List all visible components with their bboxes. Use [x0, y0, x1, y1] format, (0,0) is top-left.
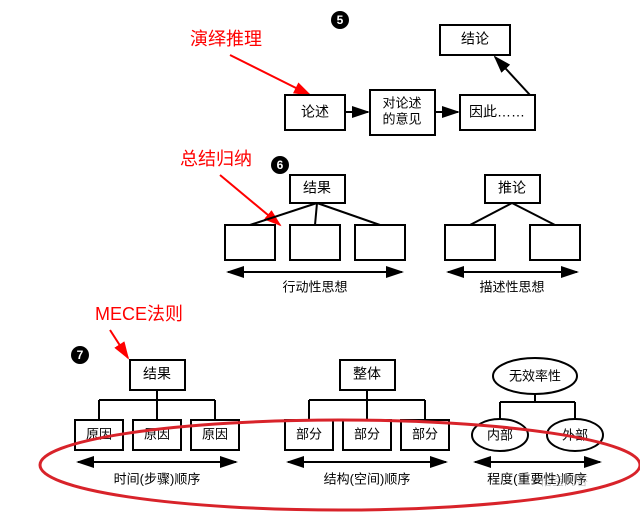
txt-conclusion: 结论: [461, 31, 489, 47]
label-5: 演绎推理: [190, 29, 262, 49]
conn-6l2: [315, 203, 317, 225]
txt-infer6: 推论: [498, 180, 526, 196]
box-6l3: [355, 225, 405, 260]
txt-opinion-a: 对论述: [382, 95, 421, 110]
diagram-canvas: 5 演绎推理 结论 论述 对论述 的意见 因此…… 6 总结归纳 结果 行动性思…: [0, 0, 640, 517]
conn-6l3: [317, 203, 380, 225]
cap-g1: 时间(步骤)顺序: [114, 471, 201, 486]
txt-opinion-b: 的意见: [382, 111, 421, 126]
txt-result6: 结果: [303, 180, 331, 196]
box-6l1: [225, 225, 275, 260]
box-6l2: [290, 225, 340, 260]
red-arrow-7: [110, 330, 128, 358]
label-7: MECE法则: [95, 304, 183, 324]
section-7: 7 MECE法则 结果 原因 原因 原因 时间(步骤)顺序 整体 部分 部分 部…: [71, 304, 603, 486]
cap-6l: 行动性思想: [282, 279, 347, 294]
label-6: 总结归纳: [180, 149, 252, 169]
num-7: 7: [77, 348, 84, 362]
conn-6r1: [470, 203, 512, 225]
section-5: 5 演绎推理 结论 论述 对论述 的意见 因此……: [190, 11, 535, 135]
section-6: 6 总结归纳 结果 行动性思想 推论 描述性思想: [180, 149, 580, 294]
txt-g1-top: 结果: [143, 366, 171, 382]
num-6: 6: [277, 158, 284, 172]
red-oval-highlight: [40, 420, 640, 510]
txt-g2-c1: 部分: [296, 426, 322, 441]
box-6r1: [445, 225, 495, 260]
txt-g3-top: 无效率性: [509, 368, 561, 383]
txt-therefore: 因此……: [469, 104, 525, 120]
txt-statement: 论述: [301, 104, 329, 120]
txt-g2-top: 整体: [353, 366, 381, 382]
cap-g2: 结构(空间)顺序: [324, 471, 411, 486]
box-6r2: [530, 225, 580, 260]
txt-g1-c3: 原因: [202, 426, 228, 441]
num-5: 5: [337, 13, 344, 27]
txt-g3-c1: 内部: [487, 427, 513, 442]
txt-g2-c3: 部分: [412, 426, 438, 441]
watermark: 悟空问答: [540, 473, 588, 488]
txt-g2-c2: 部分: [354, 426, 380, 441]
cap-6r: 描述性思想: [479, 279, 544, 294]
conn-6l1: [250, 203, 317, 225]
conn-6r2: [512, 203, 555, 225]
arrow-t-c: [495, 57, 530, 95]
red-arrow-5: [230, 55, 310, 95]
